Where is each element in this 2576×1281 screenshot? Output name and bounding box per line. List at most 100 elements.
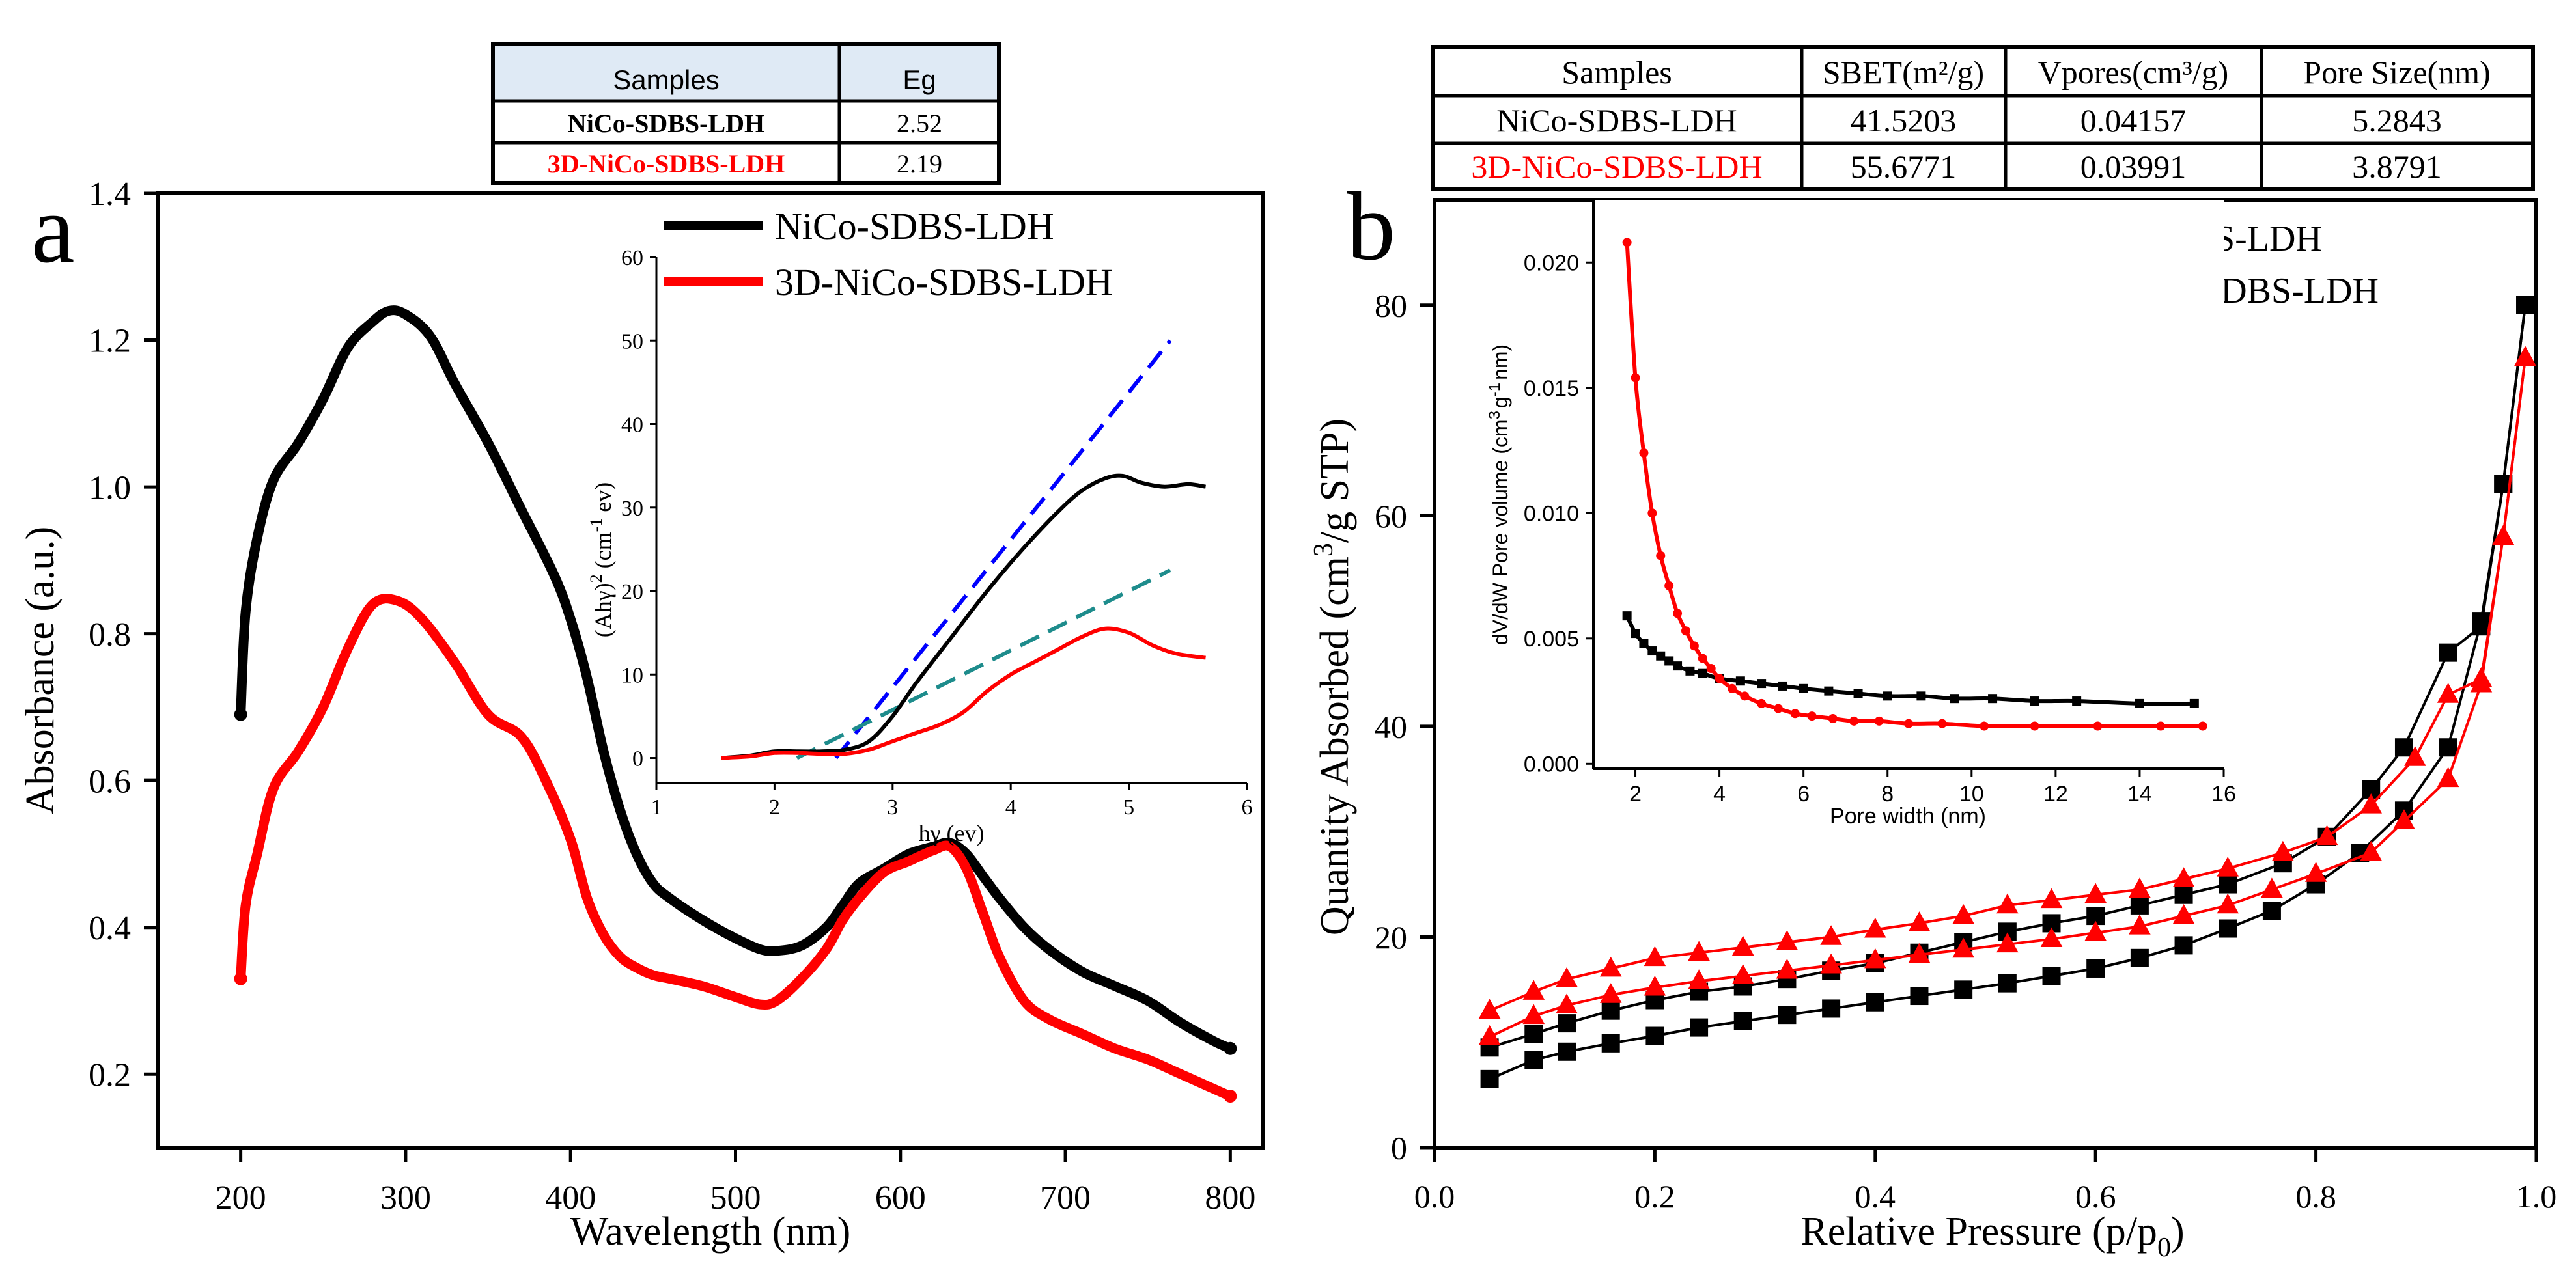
pore-point-3d-nico [1980,721,1989,731]
pore-point-3d-nico [1639,448,1649,458]
tauc-ytick-label: 20 [621,580,643,604]
bet-adsorption-point-nico [1954,980,1973,999]
pore-point-3d-nico [1727,683,1737,693]
bet-adsorption-point-3d-nico [1522,1004,1545,1025]
bet-adsorption-point-3d-nico [1478,1025,1501,1045]
tauc-ytick-label: 40 [621,413,643,437]
pore-point-3d-nico [1647,508,1657,518]
pore-point-3d-nico [1757,698,1767,708]
uv-ytick-label: 0.2 [89,1056,131,1094]
pore-ytick-label: 0.015 [1524,376,1579,401]
bet-desorption-point-nico [2174,885,2193,904]
bet-desorption-point-3d-nico [2360,793,2382,814]
table-b-header-sbet: SBET(m²/g) [1823,54,1984,90]
uv-plot-frame [156,191,1265,1150]
table-b-sbet-2: 55.6771 [1851,148,1957,185]
bet-adsorption-point-nico [1778,1006,1797,1025]
bet-xtick-label: 0.4 [1855,1178,1896,1215]
tauc-fit-nico [834,339,1172,760]
bet-ytick-label: 20 [1375,919,1407,956]
uv-legend-label-nico: NiCo-SDBS-LDH [775,205,1054,247]
uv-series-endpoint [234,972,247,985]
tauc-xtick-label: 3 [887,795,898,820]
bet-desorption-point-3d-nico [2084,883,2107,903]
pore-point-3d-nico [1706,663,1716,673]
pore-point-nico [2072,696,2082,706]
bet-adsorption-point-3d-nico [1996,932,2019,953]
bet-adsorption-point-3d-nico [1776,958,1799,979]
pore-point-3d-nico [1689,641,1699,651]
table-a-sample-1: NiCo-SDBS-LDH [568,109,764,138]
bet-adsorption-point-3d-nico [2129,915,2151,935]
bet-desorption-point-3d-nico [1644,946,1666,967]
bet-x-axis-label: Relative Pressure (p/p0) [1800,1209,2184,1263]
pore-x-axis-label: Pore width (nm) [1830,804,1986,829]
uv-series-line-nico [236,305,1235,1054]
tauc-fit-3d-nico [796,568,1171,760]
bet-adsorption-point-3d-nico [1820,953,1842,974]
bet-adsorption-point-nico [2174,936,2193,955]
bet-adsorption-point-nico [2262,902,2281,920]
pore-point-3d-nico [1904,719,1913,728]
pore-point-nico [1916,691,1926,701]
bet-desorption-point-3d-nico [2514,346,2536,366]
pore-point-nico [1639,639,1649,648]
bet-adsorption-point-3d-nico [2304,862,2327,882]
bet-adsorption-point-nico [1690,1018,1709,1037]
bet-desorption-point-3d-nico [1908,911,1931,931]
pore-point-3d-nico [1874,716,1884,726]
uv-xtick-label: 600 [875,1179,926,1217]
bet-adsorption-point-3d-nico [1731,964,1754,984]
pore-point-3d-nico [2093,721,2103,731]
pore-ytick-label: 0.000 [1524,752,1579,777]
pore-inset-bg [1593,200,2224,769]
bet-desorption-point-3d-nico [2129,877,2151,898]
pore-xtick-label: 14 [2127,782,2152,806]
table-b-pore-2: 3.8791 [2352,148,2442,185]
pore-point-3d-nico [1681,626,1690,636]
bet-xtick-label: 1.0 [2516,1178,2557,1215]
tauc-ytick-label: 0 [632,747,643,771]
pore-point-nico [1950,694,1959,704]
pore-inset-chart: 2 4 6 8 10 12 14 16 0.000 0.005 0.010 0.015 0.020 Po… [1486,200,2236,829]
pore-xtick-label: 12 [2043,782,2068,806]
uv-xtick-label: 200 [216,1179,266,1217]
pore-point-nico [1647,646,1657,656]
tauc-ytick-label: 60 [621,246,643,270]
pore-point-3d-nico [1740,691,1750,701]
bet-desorption-point-3d-nico [1688,941,1710,961]
uv-series-endpoint [1224,1090,1237,1103]
bet-desorption-point-3d-nico [1864,917,1886,938]
bet-adsorption-point-3d-nico [1556,993,1578,1013]
uv-xtick-label: 700 [1040,1179,1091,1217]
table-b-border [1431,45,2535,191]
uv-ytick-label: 0.6 [89,763,131,800]
bet-desorption-point-3d-nico [1820,925,1842,945]
bet-adsorption-point-nico [2130,948,2149,967]
uv-ytick-label: 1.0 [89,469,131,506]
uv-xtick-label: 300 [380,1179,431,1217]
uv-ytick-label: 1.4 [89,176,131,213]
bet-desorption-point-nico [2516,296,2535,314]
bet-desorption-point-3d-nico [1731,935,1754,956]
bet-desorption-point-3d-nico [1996,893,2019,914]
bet-adsorption-point-nico [1558,1042,1576,1061]
bet-adsorption-point-3d-nico [2261,877,2283,898]
bet-desorption-point-3d-nico [2217,857,2239,877]
bet-desorption-point-nico [2394,738,2413,757]
pore-ytick-label: 0.010 [1524,501,1579,526]
bet-desorption-point-nico [1558,1014,1576,1033]
bet-xtick-label: 0.6 [2075,1178,2116,1215]
pore-point-3d-nico [2030,721,2039,731]
uv-ytick-label: 1.2 [89,323,131,360]
pore-xtick-label: 2 [1629,782,1642,806]
bet-desorption-point-nico [2130,896,2149,915]
bet-adsorption-point-nico [1998,974,2017,993]
table-a: Samples Eg NiCo-SDBS-LDH 2.52 3D-NiCo-SD… [491,42,1001,185]
pore-point-nico [2189,698,2199,708]
bet-desorption-point-3d-nico [2404,746,2426,766]
bet-adsorption-point-nico [2219,919,2237,938]
tauc-xtick-label: 4 [1005,795,1016,820]
table-b-sample-2: 3D-NiCo-SDBS-LDH [1471,148,1762,185]
bet-adsorption-point-nico [1601,1034,1620,1053]
